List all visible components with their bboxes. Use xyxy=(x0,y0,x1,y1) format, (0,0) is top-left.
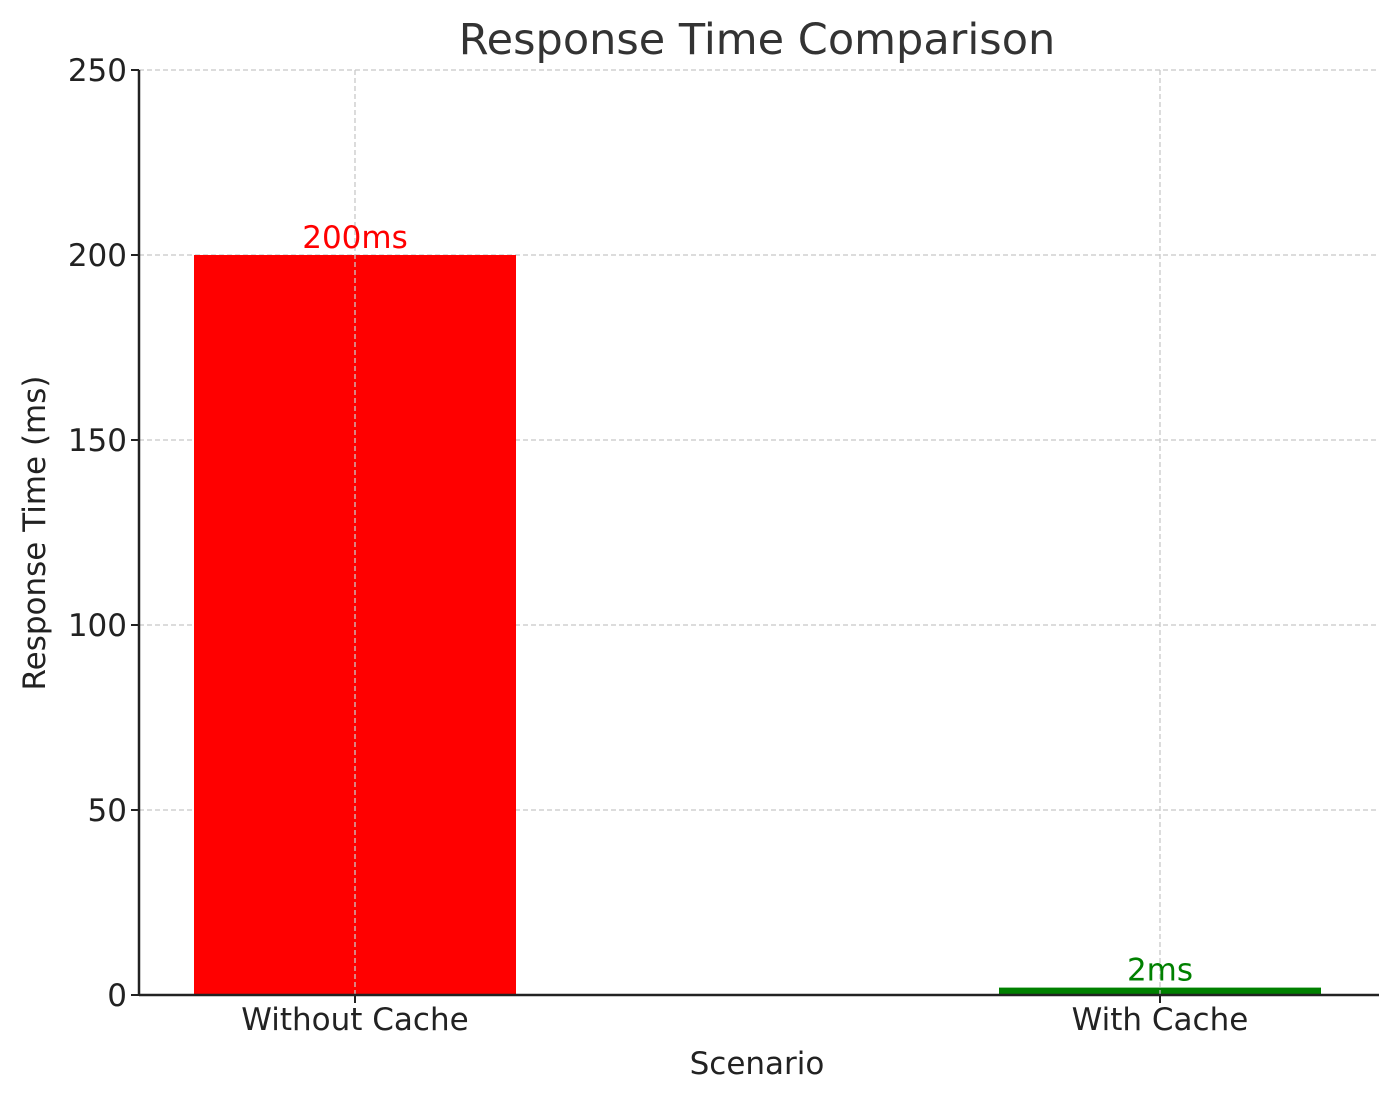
y-tick-label: 100 xyxy=(68,608,127,644)
x-axis-ticks: Without Cache With Cache xyxy=(241,995,1248,1038)
data-labels: 200ms 2ms xyxy=(302,70,1193,995)
grid-lines xyxy=(139,69,1379,811)
x-tick-label: With Cache xyxy=(1072,1002,1249,1038)
y-tick-label: 50 xyxy=(88,793,127,829)
bar-value-label: 2ms xyxy=(1127,953,1193,989)
chart-title: Response Time Comparison xyxy=(459,15,1056,65)
y-tick-label: 0 xyxy=(107,978,127,1014)
y-tick-label: 200 xyxy=(68,238,127,274)
y-axis-label: Response Time (ms) xyxy=(17,376,53,691)
y-axis-ticks: 0 50 100 150 200 250 xyxy=(68,53,139,1014)
x-tick-label: Without Cache xyxy=(241,1002,468,1038)
bar-value-label: 200ms xyxy=(302,220,408,256)
y-tick-label: 150 xyxy=(68,423,127,459)
x-axis-label: Scenario xyxy=(690,1046,825,1082)
y-tick-label: 250 xyxy=(68,53,127,89)
